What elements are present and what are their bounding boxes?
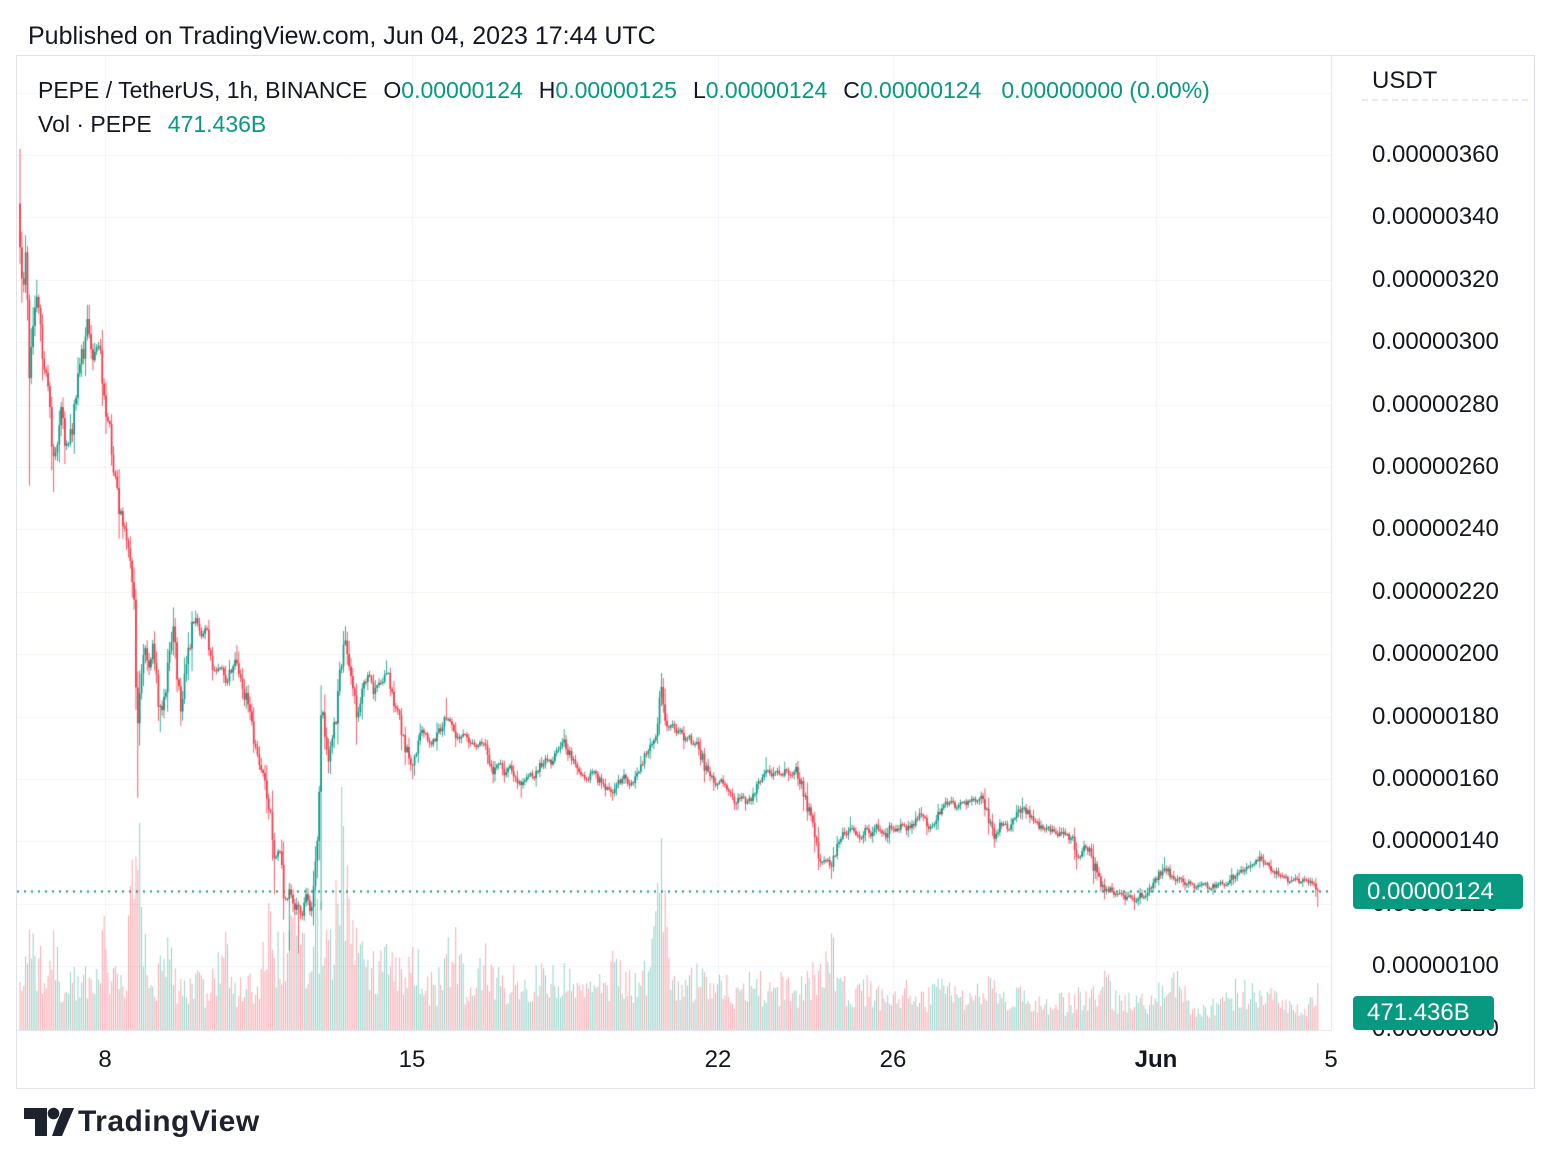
price-axis-label: 0.00000240 <box>1372 515 1499 543</box>
price-axis-label: 0.00000220 <box>1372 577 1499 605</box>
ohlc-high-value: 0.00000125 <box>555 77 677 103</box>
price-axis-label: 0.00000260 <box>1372 453 1499 480</box>
change-value: 0.00000000 (0.00%) <box>1001 77 1210 103</box>
ohlc-low-value: 0.00000124 <box>705 77 828 103</box>
price-axis-label: 0.00000160 <box>1372 765 1499 792</box>
volume-label: Vol · PEPE <box>38 111 152 137</box>
price-axis-label: 0.00000100 <box>1372 952 1499 980</box>
axis-currency-label: USDT <box>1372 67 1438 94</box>
price-axis-label: 0.00000320 <box>1372 265 1499 293</box>
volume-value: 471.436B <box>167 111 267 137</box>
time-axis-label: 22 <box>704 1046 732 1073</box>
tradingview-logo-text: TradingView <box>78 1105 260 1138</box>
ohlc-high-label: H <box>538 77 556 103</box>
legend-row-volume: Vol · PEPE 471.436B <box>38 108 1210 142</box>
chart-legend: PEPE / TetherUS, 1h, BINANCE O0.00000124 H… <box>38 74 1210 142</box>
time-axis-label: 26 <box>879 1046 907 1073</box>
price-axis-label: 0.00000200 <box>1372 640 1499 668</box>
symbol-title: PEPE / TetherUS, 1h, BINANCE <box>38 77 368 103</box>
ohlc-open-value: 0.00000124 <box>401 77 523 103</box>
faded-gridline <box>1362 99 1528 101</box>
tradingview-logo-icon <box>24 1107 74 1136</box>
legend-row-symbol: PEPE / TetherUS, 1h, BINANCE O0.00000124 H… <box>38 74 1210 108</box>
last-volume-badge: 471.436B <box>1353 996 1494 1030</box>
time-axis-label: 5 <box>1324 1046 1338 1073</box>
price-axis-label: 0.00000180 <box>1372 702 1499 730</box>
ohlc-close-value: 0.00000124 <box>859 77 982 103</box>
chart-widget-frame <box>16 55 1535 1089</box>
price-axis-label: 0.00000300 <box>1372 328 1499 356</box>
price-axis-label: 0.00000280 <box>1372 390 1499 418</box>
price-axis-label: 0.00000140 <box>1372 827 1499 855</box>
ohlc-close-label: C <box>843 77 860 103</box>
price-axis-label: 0.00000360 <box>1372 141 1499 168</box>
ohlc-low-label: L <box>692 77 706 103</box>
tradingview-attribution[interactable]: TradingView <box>24 1100 259 1148</box>
ohlc-open-label: O <box>383 77 402 103</box>
last-price-badge: 0.00000124 <box>1353 874 1523 909</box>
price-axis-label: 0.00000340 <box>1372 203 1499 231</box>
time-axis-label: 15 <box>398 1046 426 1073</box>
time-axis[interactable]: 8 15 22 26 Jun 5 <box>16 1030 1535 1089</box>
time-axis-label: Jun <box>1134 1046 1178 1073</box>
time-axis-label: 8 <box>98 1046 112 1073</box>
